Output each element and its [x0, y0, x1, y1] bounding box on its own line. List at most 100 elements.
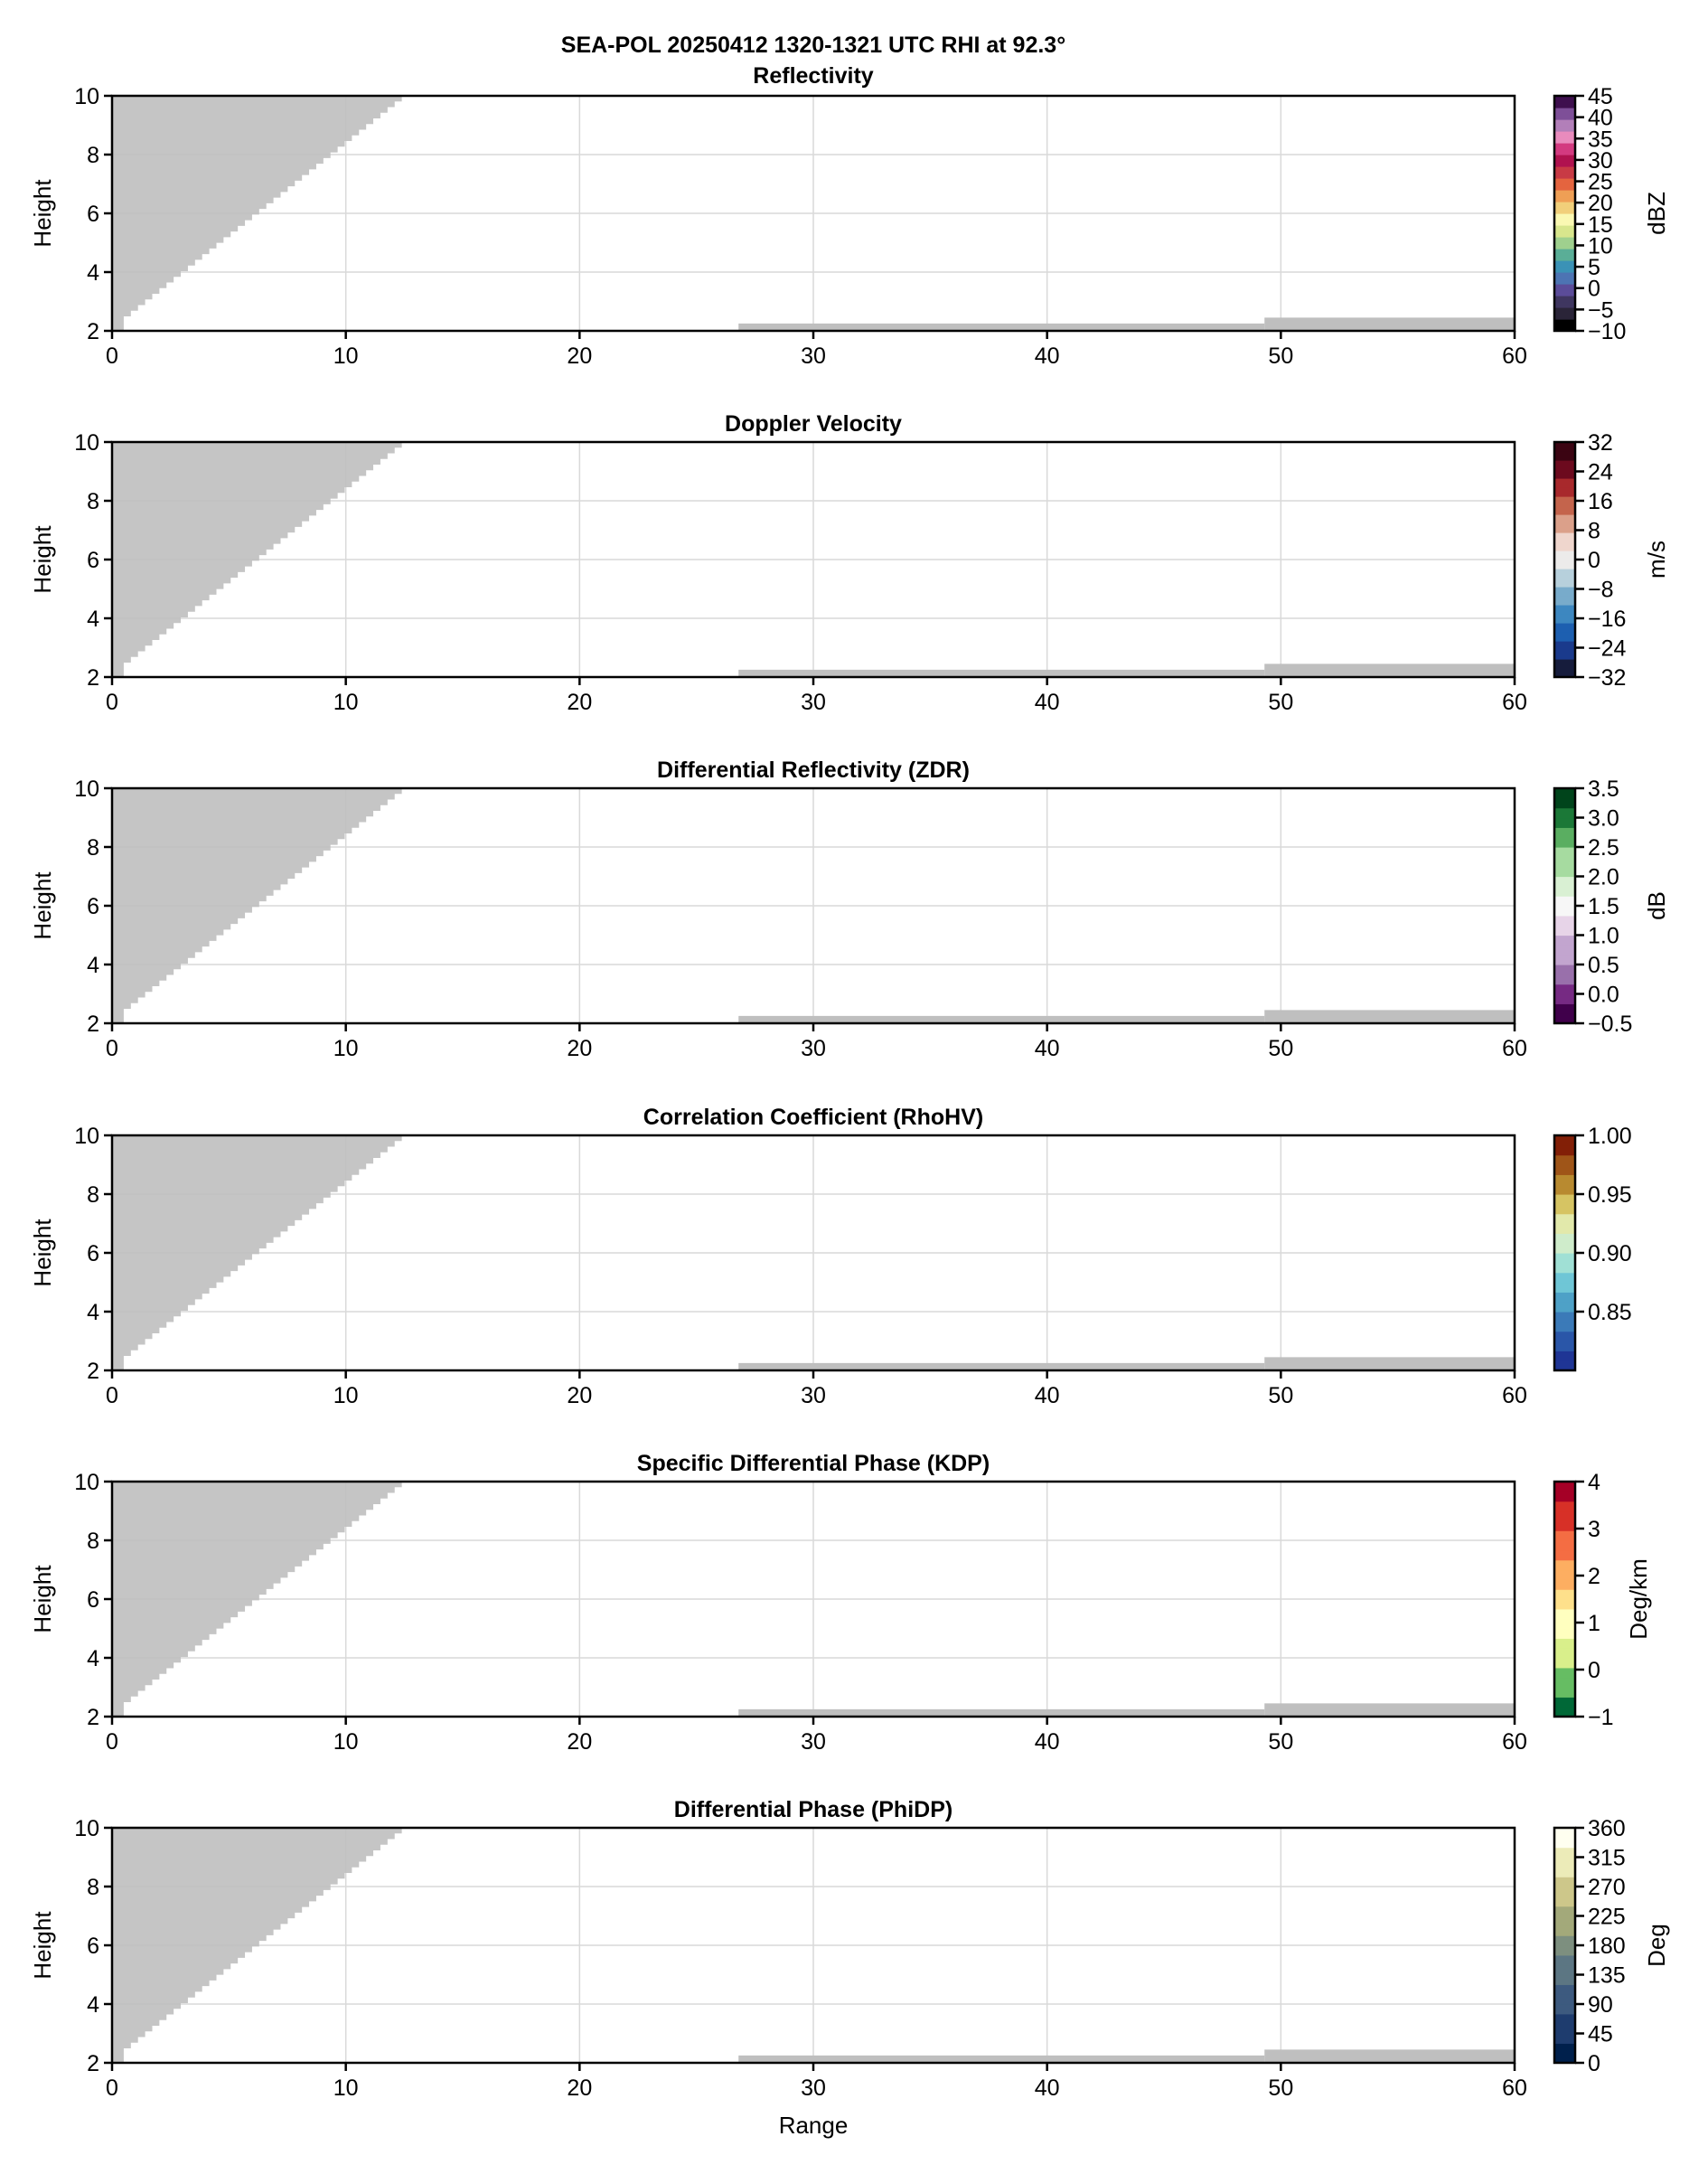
colorbar-tick-label: 40 — [1588, 106, 1613, 131]
colorbar-segment — [1554, 1331, 1575, 1342]
colorbar-segment — [1554, 289, 1575, 296]
x-tick-label: 10 — [333, 1729, 359, 1755]
x-tick-label: 0 — [106, 2075, 118, 2101]
colorbar-segment — [1554, 788, 1575, 799]
colorbar-segment — [1554, 578, 1575, 588]
colorbar-segment — [1554, 160, 1575, 167]
colorbar-segment — [1554, 668, 1575, 678]
colorbar-segment — [1554, 514, 1575, 524]
y-tick-label: 8 — [87, 143, 99, 168]
panel-2: Differential Reflectivity (ZDR)0 10 20 30 40… — [29, 758, 1670, 1061]
colorbar-segment — [1554, 1599, 1575, 1610]
colorbar-segment — [1554, 1203, 1575, 1215]
x-tick-label: 50 — [1268, 2075, 1293, 2101]
colorbar-segment — [1554, 296, 1575, 303]
colorbar-segment — [1554, 1213, 1575, 1225]
colorbar-segment — [1554, 837, 1575, 848]
colorbar-segment — [1554, 1312, 1575, 1322]
y-tick-label: 6 — [87, 1934, 99, 1959]
colorbar-segment — [1554, 213, 1575, 221]
y-tick-label: 10 — [74, 84, 99, 109]
colorbar-segment — [1554, 1628, 1575, 1639]
colorbar-segment — [1554, 541, 1575, 551]
x-tick-label: 0 — [106, 344, 118, 369]
colorbar-segment — [1554, 254, 1575, 261]
colorbar-segment — [1554, 325, 1575, 332]
colorbar-segment — [1554, 614, 1575, 624]
x-tick-label: 60 — [1502, 1383, 1527, 1408]
colorbar-tick-label: 180 — [1588, 1934, 1626, 1959]
colorbar-segment — [1554, 876, 1575, 887]
colorbar-segment — [1554, 1243, 1575, 1254]
colorbar-segment — [1554, 1233, 1575, 1244]
colorbar-segment — [1554, 817, 1575, 828]
colorbar-tick-label: 30 — [1588, 148, 1613, 174]
colorbar-tick-label: 360 — [1588, 1816, 1626, 1841]
colorbar-tick-label: −0.5 — [1588, 1012, 1632, 1037]
colorbar-tick-label: 20 — [1588, 191, 1613, 216]
colorbar-segment — [1554, 1341, 1575, 1351]
colorbar-segment — [1554, 1667, 1575, 1679]
colorbar-tick-label: 16 — [1588, 489, 1613, 514]
masked-ground-strip — [738, 669, 1265, 677]
y-tick-label: 10 — [74, 1124, 99, 1149]
x-axis-label: Range — [779, 2112, 849, 2139]
colorbar-segment — [1554, 1003, 1575, 1014]
colorbar-segment — [1554, 155, 1575, 162]
colorbar-segment — [1554, 532, 1575, 542]
colorbar-frame — [1553, 94, 1577, 333]
x-tick-label: 20 — [567, 1729, 592, 1755]
colorbar-segment — [1554, 1511, 1575, 1521]
masked-ground-strip — [738, 1015, 1265, 1023]
panel-title: Correlation Coefficient (RhoHV) — [643, 1105, 983, 1130]
colorbar-segment — [1554, 1482, 1575, 1492]
y-axis-label: Height — [29, 525, 56, 594]
colorbar-segment — [1554, 1707, 1575, 1718]
y-tick-label: 8 — [87, 489, 99, 514]
colorbar-segment — [1554, 249, 1575, 256]
x-tick-label: 40 — [1035, 690, 1060, 715]
masked-ground-strip — [1264, 663, 1515, 677]
colorbar-segment — [1554, 1984, 1575, 1995]
x-tick-label: 50 — [1268, 1383, 1293, 1408]
colorbar: 3.5 3.0 2.5 2.0 1.5 1.0 0.5 0.0 −0.5 dB — [1553, 776, 1670, 1037]
colorbar-segment — [1554, 1282, 1575, 1293]
colorbar-segment — [1554, 1589, 1575, 1600]
colorbar-segment — [1554, 148, 1575, 155]
colorbar-segment — [1554, 1253, 1575, 1264]
colorbar-tick-label: 270 — [1588, 1875, 1626, 1900]
colorbar-tick-label: 0 — [1588, 1658, 1600, 1683]
colorbar-segment — [1554, 1847, 1575, 1859]
colorbar: 1.00 0.95 0.90 0.85 — [1553, 1124, 1632, 1372]
y-axis-label: Height — [29, 1219, 56, 1287]
colorbar-segment — [1554, 1351, 1575, 1361]
colorbar-segment — [1554, 202, 1575, 209]
x-tick-label: 10 — [333, 690, 359, 715]
colorbar-segment — [1554, 797, 1575, 809]
y-axis-label: Height — [29, 871, 56, 940]
x-tick-label: 40 — [1035, 344, 1060, 369]
colorbar-segment — [1554, 1896, 1575, 1907]
colorbar-label: Deg/km — [1625, 1558, 1652, 1640]
colorbar-segment — [1554, 1302, 1575, 1313]
colorbar-segment — [1554, 1013, 1575, 1024]
colorbar-segment — [1554, 1194, 1575, 1205]
colorbar-segment — [1554, 231, 1575, 238]
x-tick-label: 50 — [1268, 690, 1293, 715]
colorbar-segment — [1554, 184, 1575, 191]
masked-wedge — [112, 1482, 409, 1717]
masked-ground-strip — [1264, 1703, 1515, 1717]
y-tick-label: 2 — [87, 1359, 99, 1384]
colorbar-segment — [1554, 1945, 1575, 1956]
colorbar-segment — [1554, 1184, 1575, 1195]
colorbar-tick-label: 1 — [1588, 1611, 1600, 1636]
x-tick-label: 60 — [1502, 1729, 1527, 1755]
colorbar-segment — [1554, 207, 1575, 214]
masked-ground-strip — [738, 2055, 1265, 2063]
colorbar-segment — [1554, 965, 1575, 975]
y-axis-label: Height — [29, 1911, 56, 1980]
colorbar-segment — [1554, 1906, 1575, 1917]
y-tick-label: 2 — [87, 665, 99, 691]
x-tick-label: 30 — [801, 1383, 826, 1408]
y-tick-label: 2 — [87, 1705, 99, 1730]
